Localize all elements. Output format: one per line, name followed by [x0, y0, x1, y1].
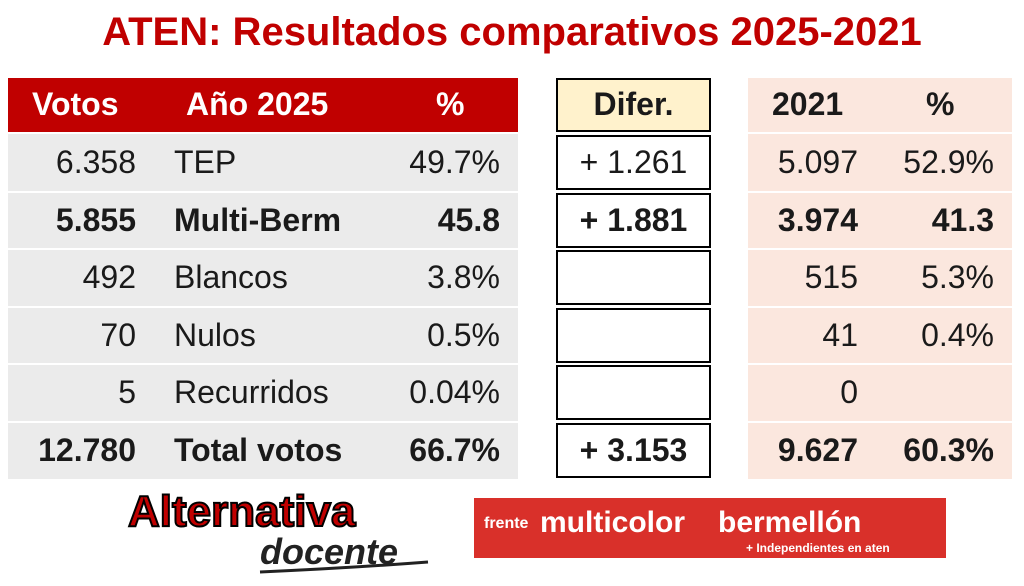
pct-2025-cell: 3.8%: [427, 259, 500, 295]
alternativa-text: Alternativa: [128, 487, 356, 536]
diff-cell: + 1.881: [556, 192, 711, 248]
votos-2025-cell: 6.358: [55, 144, 136, 180]
header-votos: Votos: [32, 86, 119, 122]
party-name-cell: Nulos: [174, 316, 256, 353]
alternativa-docente-logo: Alternativa docente: [120, 486, 430, 581]
row-separator: [748, 305, 1012, 308]
votos-2025-cell: 5.855: [55, 201, 136, 238]
frente-multicolor-bermellon-logo: frente multicolor bermellón + Independie…: [474, 498, 946, 558]
diff-cell: [556, 250, 711, 305]
row-separator: [8, 305, 518, 308]
row-separator: [748, 420, 1012, 423]
votos-2025-cell: 12.780: [38, 431, 136, 468]
party-name-cell: Blancos: [174, 259, 288, 295]
pct-2021-cell: 5.3%: [921, 259, 994, 295]
fmb-frente-text: frente: [484, 515, 529, 532]
party-name-cell: Recurridos: [174, 374, 329, 410]
party-name-cell: TEP: [174, 144, 237, 180]
party-name-cell: Multi-Berm: [174, 201, 342, 238]
votos-2021-cell: 515: [804, 259, 858, 295]
diff-cell: [556, 365, 711, 420]
diff-cell: + 3.153: [556, 422, 711, 478]
underline-swoosh: [259, 560, 429, 574]
diff-cell: + 1.261: [556, 135, 711, 190]
pct-2025-cell: 45.8: [437, 201, 500, 238]
right-table-header: [748, 78, 1012, 132]
left-table-header: [8, 78, 518, 132]
pct-2021-cell: 41.3: [931, 201, 994, 238]
header-year-2021: 2021: [772, 86, 844, 122]
page-title: ATEN: Resultados comparativos 2025-2021: [102, 10, 922, 54]
votos-2025-cell: 5: [118, 374, 136, 410]
votos-2021-cell: 5.097: [777, 144, 858, 180]
votos-2021-cell: 3.974: [777, 201, 858, 238]
row-separator: [748, 248, 1012, 250]
row-separator: [8, 190, 518, 193]
pct-2025-cell: 0.5%: [427, 316, 500, 353]
pct-2025-cell: 0.04%: [409, 374, 500, 410]
row-separator: [8, 248, 518, 250]
header-difer: Difer.: [593, 86, 674, 122]
votos-2025-cell: 70: [100, 316, 136, 353]
header-pct-2021: %: [926, 86, 955, 122]
pct-2025-cell: 49.7%: [409, 144, 500, 180]
row-separator: [748, 190, 1012, 193]
party-name-cell: Total votos: [174, 431, 343, 468]
alternativa-docente-logo-graphic: Alternativa docente: [127, 486, 429, 574]
votos-2021-cell: 9.627: [777, 431, 858, 468]
pct-2021-cell: 0.4%: [921, 316, 994, 353]
votos-2025-cell: 492: [82, 259, 136, 295]
fmb-bermellon-text: bermellón: [718, 506, 861, 539]
fmb-background: [474, 498, 946, 558]
fmb-multicolor-text: multicolor: [540, 506, 685, 539]
row-separator: [8, 363, 518, 365]
diff-header: [556, 78, 711, 132]
header-year-2025: Año 2025: [186, 86, 329, 122]
pct-2021-cell: [880, 364, 994, 421]
pct-2021-cell: 60.3%: [903, 431, 994, 468]
votos-2021-cell: 41: [822, 316, 858, 353]
row-separator: [748, 363, 1012, 365]
pct-2021-cell: 52.9%: [903, 144, 994, 180]
pct-2025-cell: 66.7%: [409, 431, 500, 468]
row-separator: [8, 420, 518, 423]
diff-cell: [556, 307, 711, 363]
votos-2021-cell: 0: [840, 374, 858, 410]
fmb-logo-graphic: frente multicolor bermellón + Independie…: [474, 498, 946, 558]
header-pct-2025: %: [436, 86, 465, 122]
fmb-sub-text: + Independientes en aten: [746, 541, 890, 555]
